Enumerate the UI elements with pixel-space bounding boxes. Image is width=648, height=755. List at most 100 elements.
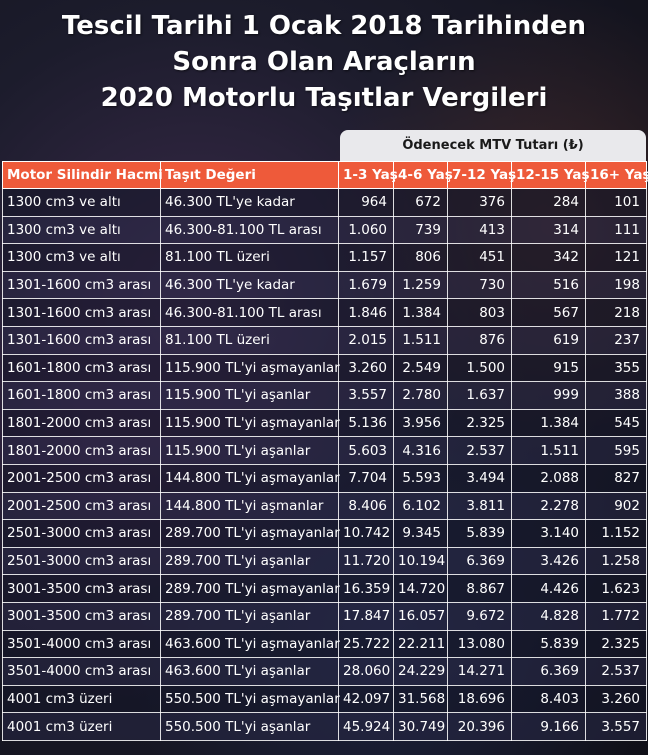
tax-amount-cell: 672	[393, 188, 448, 217]
tax-amount-cell: 111	[585, 215, 647, 245]
tax-amount-cell: 25.722	[338, 629, 394, 659]
table-row: 3501-4000 cm3 arası 463.600 TL'yi aşmayan…	[2, 629, 647, 659]
engine-volume-cell: 3501-4000 cm3 arası	[2, 657, 161, 686]
tax-amount-cell: 314	[511, 215, 586, 245]
vehicle-value-cell: 144.800 TL'yi aşmayanlar	[160, 463, 340, 493]
engine-volume-cell: 2501-3000 cm3 arası	[2, 546, 161, 576]
tax-amount-cell: 3.811	[447, 491, 512, 521]
tax-amount-cell: 6.369	[447, 546, 512, 576]
vehicle-value-cell: 115.900 TL'yi aşmayanlar	[160, 408, 340, 438]
engine-volume-cell: 4001 cm3 üzeri	[2, 712, 161, 741]
tax-amount-cell: 1.623	[585, 574, 647, 603]
table-row: 2001-2500 cm3 arası 144.800 TL'yi aşmanla…	[2, 491, 647, 521]
vehicle-value-cell: 289.700 TL'yi aşmayanlar	[160, 519, 340, 548]
tax-amount-cell: 1.384	[511, 408, 586, 438]
engine-volume-cell: 1300 cm3 ve altı	[2, 188, 161, 217]
tax-amount-cell: 45.924	[338, 712, 394, 741]
title-line-2: Sonra Olan Araçların	[172, 47, 476, 77]
engine-volume-cell: 1300 cm3 ve altı	[2, 215, 161, 245]
tax-amount-cell: 218	[585, 298, 647, 327]
tax-amount-cell: 17.847	[338, 601, 394, 631]
tax-amount-cell: 3.557	[585, 712, 647, 741]
table-row: 1300 cm3 ve altı 46.300 TL'ye kadar 964 672…	[2, 188, 647, 217]
tax-amount-cell: 516	[511, 270, 586, 300]
engine-volume-cell: 2001-2500 cm3 arası	[2, 491, 161, 521]
table-row: 1300 cm3 ve altı 81.100 TL üzeri 1.157 806 4…	[2, 243, 647, 272]
table-row: 2501-3000 cm3 arası 289.700 TL'yi aşmayan…	[2, 519, 647, 548]
tax-amount-cell: 2.537	[447, 436, 512, 465]
tax-amount-cell: 18.696	[447, 684, 512, 714]
tax-amount-cell: 6.369	[511, 657, 586, 686]
tax-amount-cell: 2.088	[511, 463, 586, 493]
tax-amount-cell: 2.549	[393, 353, 448, 383]
vehicle-value-cell: 46.300-81.100 TL arası	[160, 298, 339, 327]
table-row: 1301-1600 cm3 arası 46.300-81.100 TL aras…	[2, 298, 647, 327]
engine-volume-cell: 4001 cm3 üzeri	[2, 684, 161, 714]
tax-amount-cell: 1.384	[393, 298, 448, 327]
vehicle-value-cell: 46.300 TL'ye kadar	[160, 188, 339, 217]
vehicle-value-cell: 115.900 TL'yi aşanlar	[160, 436, 339, 465]
tax-amount-cell: 22.211	[393, 629, 448, 659]
table-row: 3001-3500 cm3 arası 289.700 TL'yi aşanlar…	[2, 601, 647, 631]
tax-amount-cell: 3.956	[393, 408, 448, 438]
tax-amount-cell: 3.260	[585, 684, 647, 714]
tax-amount-cell: 4.828	[511, 601, 586, 631]
tax-amount-cell: 13.080	[447, 629, 512, 659]
tax-amount-cell: 9.166	[511, 712, 586, 741]
tax-amount-cell: 1.152	[585, 519, 647, 548]
table-row: 2501-3000 cm3 arası 289.700 TL'yi aşanlar…	[2, 546, 647, 576]
vehicle-value-cell: 289.700 TL'yi aşmayanlar	[160, 574, 340, 603]
tax-amount-cell: 11.720	[338, 546, 394, 576]
tax-amount-cell: 16.057	[393, 601, 448, 631]
table-row: 1601-1800 cm3 arası 115.900 TL'yi aşanlar…	[2, 381, 647, 410]
tax-amount-cell: 915	[511, 353, 586, 383]
tax-amount-cell: 237	[585, 325, 647, 355]
title-line-3: 2020 Motorlu Taşıtlar Vergileri	[100, 83, 548, 113]
tax-amount-cell: 1.258	[585, 546, 647, 576]
tax-amount-cell: 1.637	[447, 381, 512, 410]
tax-amount-cell: 2.537	[585, 657, 647, 686]
column-header: Taşıt Değeri	[160, 161, 339, 189]
tax-amount-cell: 413	[447, 215, 512, 245]
engine-volume-cell: 1301-1600 cm3 arası	[2, 270, 161, 300]
tax-amount-cell: 31.568	[393, 684, 448, 714]
table-row: 1801-2000 cm3 arası 115.900 TL'yi aşanlar…	[2, 436, 647, 465]
engine-volume-cell: 3001-3500 cm3 arası	[2, 601, 161, 631]
vehicle-value-cell: 81.100 TL üzeri	[160, 325, 339, 355]
tax-amount-cell: 730	[447, 270, 512, 300]
tax-amount-cell: 1.772	[585, 601, 647, 631]
tax-amount-cell: 2.325	[585, 629, 647, 659]
tax-amount-cell: 198	[585, 270, 647, 300]
tax-amount-cell: 595	[585, 436, 647, 465]
table-row: 3001-3500 cm3 arası 289.700 TL'yi aşmayan…	[2, 574, 647, 603]
tax-amount-cell: 1.060	[338, 215, 394, 245]
column-header: Motor Silindir Hacmi	[2, 161, 163, 189]
tax-amount-cell: 3.557	[338, 381, 394, 410]
tax-amount-cell: 28.060	[338, 657, 394, 686]
table-row: 1300 cm3 ve altı 46.300-81.100 TL arası 1.…	[2, 215, 647, 245]
tax-amount-cell: 7.704	[338, 463, 394, 493]
tax-amount-cell: 5.593	[393, 463, 448, 493]
table-row: 1301-1600 cm3 arası 81.100 TL üzeri 2.015 1…	[2, 325, 647, 355]
tax-amount-cell: 3.426	[511, 546, 586, 576]
vehicle-value-cell: 463.600 TL'yi aşmayanlar	[160, 629, 340, 659]
tax-amount-cell: 3.494	[447, 463, 512, 493]
column-header: 16+ Yaş	[585, 161, 648, 189]
tax-amount-cell: 4.426	[511, 574, 586, 603]
engine-volume-cell: 3501-4000 cm3 arası	[2, 629, 161, 659]
tax-amount-cell: 10.742	[338, 519, 394, 548]
vehicle-value-cell: 81.100 TL üzeri	[160, 243, 339, 272]
vehicle-value-cell: 115.900 TL'yi aşmayanlar	[160, 353, 340, 383]
mtv-table: Motor Silindir Hacmi Taşıt Değeri 1-3 Yaş 4…	[2, 161, 648, 741]
tax-amount-cell: 827	[585, 463, 647, 493]
tax-amount-cell: 5.839	[511, 629, 586, 659]
tax-amount-cell: 876	[447, 325, 512, 355]
tax-amount-cell: 545	[585, 408, 647, 438]
tax-amount-cell: 2.015	[338, 325, 394, 355]
tax-amount-cell: 9.345	[393, 519, 448, 548]
tax-amount-cell: 8.867	[447, 574, 512, 603]
tax-amount-cell: 1.157	[338, 243, 394, 272]
tax-amount-cell: 1.679	[338, 270, 394, 300]
tax-amount-cell: 14.271	[447, 657, 512, 686]
engine-volume-cell: 1801-2000 cm3 arası	[2, 408, 161, 438]
